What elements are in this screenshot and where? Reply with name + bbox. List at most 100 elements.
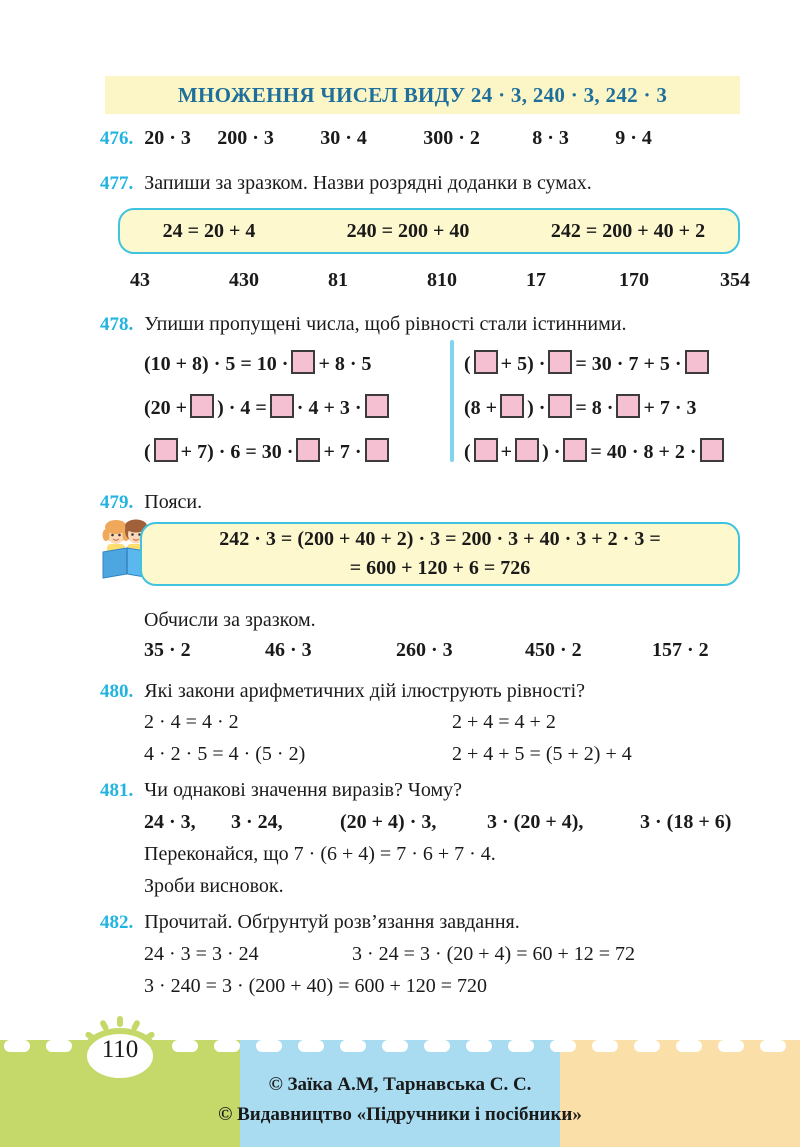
- equation-482-row2: 3 · 240 = 3 · (200 + 40) = 600 + 120 = 7…: [144, 975, 488, 997]
- dash-segment: [256, 1040, 282, 1052]
- expr-476-2: 30 · 4: [320, 127, 367, 149]
- eq-part: ) · 4 =: [217, 397, 267, 419]
- expr-479-2: 260 · 3: [396, 639, 453, 661]
- expr-479-1: 46 · 3: [265, 639, 312, 661]
- page-number: 110: [101, 1036, 139, 1063]
- answer-box[interactable]: [548, 394, 573, 418]
- sample-477-1: 240 = 200 + 40: [346, 219, 470, 242]
- answer-box[interactable]: [515, 438, 540, 462]
- expr-481-1: 3 · 24,: [231, 811, 283, 833]
- answer-box[interactable]: [153, 438, 178, 462]
- eq-part: (20 +: [144, 397, 188, 419]
- eq-part: (: [464, 353, 471, 375]
- dash-segment: [340, 1040, 366, 1052]
- expr-476-4: 8 · 3: [532, 127, 569, 149]
- equation-482-row1-right: 3 · 24 = 3 · (20 + 4) = 60 + 12 = 72: [352, 943, 636, 965]
- dash-segment: [634, 1040, 660, 1052]
- expr-481-3: 3 · (20 + 4),: [487, 811, 584, 833]
- exercise-478-text: Упиши пропущені числа, щоб рівності стал…: [144, 313, 627, 335]
- eq-part: (: [464, 441, 471, 463]
- footer-block-orange: [560, 1046, 800, 1147]
- answer-box[interactable]: [364, 394, 389, 418]
- answer-box[interactable]: [616, 394, 641, 418]
- num-477-1: 430: [229, 269, 259, 291]
- exercise-479-prompt: 479. Пояси.: [100, 492, 202, 512]
- eq-part: (8 +: [464, 397, 498, 419]
- answer-box[interactable]: [699, 438, 724, 462]
- exercise-481-items: 24 · 3, 3 · 24, (20 + 4) · 3, 3 · (20 + …: [144, 812, 731, 832]
- equation-478-right-3: (+) · = 40 · 8 + 2 ·: [464, 438, 727, 462]
- dash-segment: [508, 1040, 534, 1052]
- expr-476-5: 9 · 4: [615, 127, 652, 149]
- answer-box[interactable]: [364, 438, 389, 462]
- exercise-481-line2: Переконайся, що 7 · (6 + 4) = 7 · 6 + 7 …: [144, 843, 496, 865]
- answer-box[interactable]: [296, 438, 321, 462]
- equation-478-left-2: (20 + ) · 4 = · 4 + 3 ·: [144, 394, 392, 418]
- footer-block-blue: [240, 1046, 560, 1147]
- exercise-number-480: 480.: [100, 681, 134, 702]
- eq-part: = 8 ·: [575, 397, 614, 419]
- answer-box[interactable]: [473, 350, 498, 374]
- answer-box[interactable]: [291, 350, 316, 374]
- exercise-481-line3: Зроби висновок.: [144, 875, 284, 897]
- sample-477-2: 242 = 200 + 40 + 2: [550, 219, 706, 242]
- eq-part: · 4 + 3 ·: [296, 397, 362, 419]
- equation-480-left-2: 4 · 2 · 5 = 4 · (5 · 2): [144, 743, 306, 765]
- num-477-5: 170: [619, 269, 649, 291]
- answer-box[interactable]: [269, 394, 294, 418]
- kids-reading-icon: [100, 518, 158, 580]
- sample-box-477: 24 = 20 + 4 240 = 200 + 40 242 = 200 + 4…: [118, 208, 740, 254]
- exercise-481-text: Чи однакові значення виразів? Чому?: [144, 779, 463, 801]
- eq-part: +: [500, 441, 513, 463]
- answer-box[interactable]: [500, 394, 525, 418]
- expr-481-2: (20 + 4) · 3,: [340, 811, 437, 833]
- sun-icon: [75, 1016, 165, 1084]
- sample-box-479: 242 · 3 = (200 + 40 + 2) · 3 = 200 · 3 +…: [140, 522, 740, 586]
- expr-479-4: 157 · 2: [652, 639, 709, 661]
- eq-part: + 5) ·: [500, 353, 546, 375]
- dash-segment: [424, 1040, 450, 1052]
- exercise-number-481: 481.: [100, 780, 134, 801]
- eq-part: + 8 · 5: [318, 353, 372, 375]
- dash-segment: [718, 1040, 744, 1052]
- sample-479-line1: 242 · 3 = (200 + 40 + 2) · 3 = 200 · 3 +…: [219, 528, 661, 550]
- exercise-479-items: 35 · 2 46 · 3 260 · 3 450 · 2 157 · 2: [144, 640, 709, 660]
- exercise-number-478: 478.: [100, 314, 134, 335]
- page-number-badge: 110: [68, 1016, 172, 1088]
- exercise-479-text: Пояси.: [144, 491, 203, 513]
- expr-476-3: 300 · 2: [423, 127, 480, 149]
- answer-box[interactable]: [473, 438, 498, 462]
- equation-482-row1-left: 24 · 3 = 3 · 24: [144, 943, 259, 965]
- num-477-3: 810: [427, 269, 457, 291]
- exercise-479-subprompt: Обчисли за зразком.: [144, 610, 316, 630]
- exercise-480-prompt: 480. Які закони арифметичних дій ілюстру…: [100, 681, 585, 701]
- sample-box-477-content: 24 = 20 + 4 240 = 200 + 40 242 = 200 + 4…: [119, 220, 739, 243]
- exercise-481-prompt: 481. Чи однакові значення виразів? Чому?: [100, 780, 462, 800]
- section-title-banner: МНОЖЕННЯ ЧИСЕЛ ВИДУ 24 · 3, 240 · 3, 242…: [105, 76, 740, 114]
- num-477-4: 17: [526, 269, 546, 291]
- answer-box[interactable]: [190, 394, 215, 418]
- answer-box[interactable]: [684, 350, 709, 374]
- sample-479-line2: = 600 + 120 + 6 = 726: [349, 557, 531, 579]
- eq-part: + 7) · 6 = 30 ·: [180, 441, 294, 463]
- answer-box[interactable]: [548, 350, 573, 374]
- dash-segment: [676, 1040, 702, 1052]
- exercise-477-text: Запиши за зразком. Назви розрядні доданк…: [144, 172, 592, 194]
- num-477-0: 43: [130, 269, 150, 291]
- exercise-477-numbers: 43 430 81 810 17 170 354: [130, 270, 750, 290]
- expr-476-1: 200 · 3: [217, 127, 274, 149]
- exercise-480-text: Які закони арифметичних дій ілюструють р…: [144, 680, 586, 702]
- equation-478-left-1: (10 + 8) · 5 = 10 · + 8 · 5: [144, 350, 372, 374]
- expr-481-0: 24 · 3,: [144, 811, 196, 833]
- eq-part: + 7 · 3: [643, 397, 697, 419]
- answer-box[interactable]: [563, 438, 588, 462]
- dash-segment: [382, 1040, 408, 1052]
- eq-part: = 30 · 7 + 5 ·: [575, 353, 682, 375]
- eq-part: = 40 · 8 + 2 ·: [590, 441, 697, 463]
- exercise-482-prompt: 482. Прочитай. Обґрунтуй розв’язання зав…: [100, 912, 520, 932]
- num-477-2: 81: [328, 269, 348, 291]
- exercise-number-477: 477.: [100, 173, 134, 194]
- dash-segment: [592, 1040, 618, 1052]
- dash-segment: [550, 1040, 576, 1052]
- exercise-479-subtext: Обчисли за зразком.: [144, 609, 316, 631]
